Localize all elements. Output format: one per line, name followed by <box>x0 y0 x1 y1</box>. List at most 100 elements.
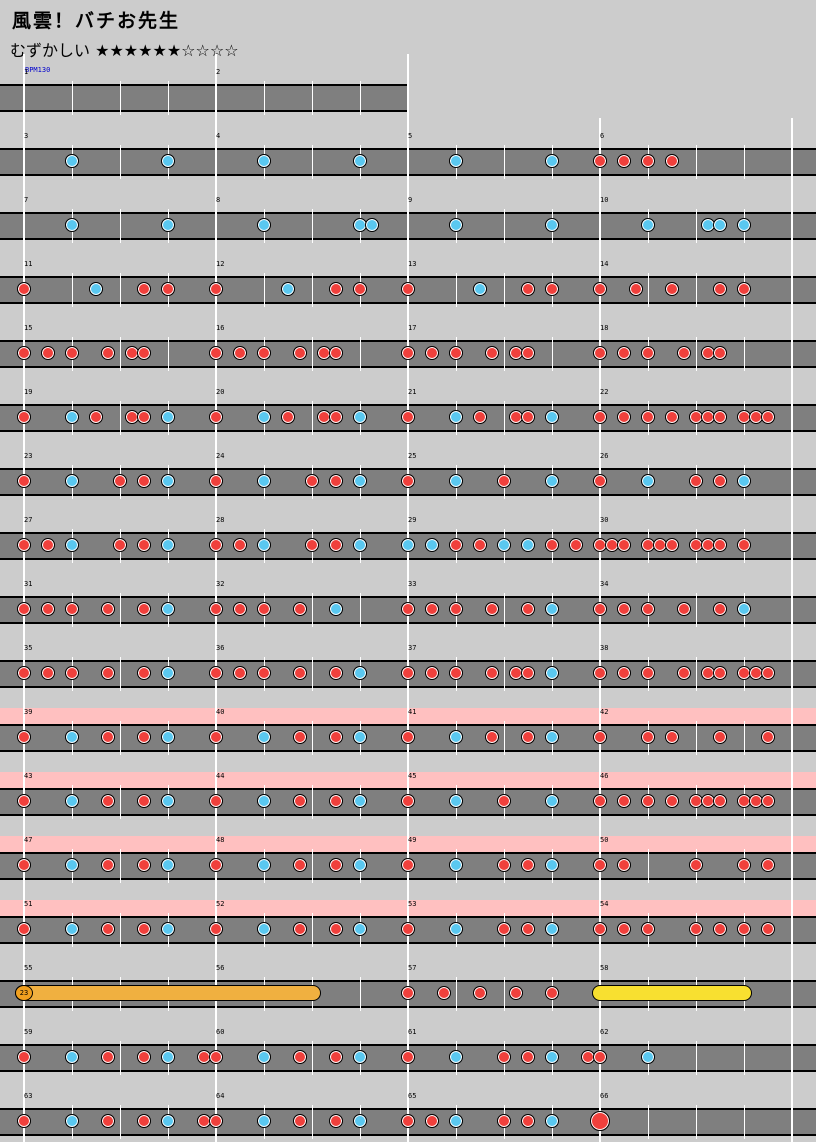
ka-note <box>161 154 175 168</box>
ka-note <box>353 858 367 872</box>
don-note <box>257 666 271 680</box>
don-note <box>665 794 679 808</box>
don-note <box>713 346 727 360</box>
don-note <box>665 282 679 296</box>
don-note <box>209 602 223 616</box>
measure-number: 27 <box>24 516 33 524</box>
don-note <box>425 1114 439 1128</box>
measure-number: 53 <box>408 900 417 908</box>
ka-note <box>65 474 79 488</box>
bar-line <box>23 374 25 438</box>
don-note <box>641 346 655 360</box>
beat-line <box>360 337 361 371</box>
don-note <box>569 538 583 552</box>
bar-line <box>215 502 217 566</box>
don-note <box>137 410 151 424</box>
don-note <box>641 154 655 168</box>
bar-line <box>407 374 409 438</box>
difficulty-label: むずかしい <box>10 41 91 60</box>
measure-number: 66 <box>600 1092 609 1100</box>
ka-note <box>353 474 367 488</box>
measure-number: 54 <box>600 900 609 908</box>
note-lane <box>0 84 408 112</box>
ka-note <box>545 474 559 488</box>
don-note <box>137 1114 151 1128</box>
bar-line <box>599 182 601 246</box>
don-note <box>65 602 79 616</box>
ka-note <box>449 1050 463 1064</box>
don-note <box>257 602 271 616</box>
ka-note <box>737 218 751 232</box>
measure-number: 57 <box>408 964 417 972</box>
bar-line <box>23 502 25 566</box>
bar-line <box>599 758 601 822</box>
don-note <box>521 730 535 744</box>
don-note <box>305 538 319 552</box>
beat-line <box>72 81 73 115</box>
don-note <box>17 346 31 360</box>
don-note <box>293 730 307 744</box>
don-note <box>209 858 223 872</box>
bar-line <box>599 310 601 374</box>
don-note <box>497 858 511 872</box>
chart-row: 59 60 61 62 <box>0 1014 816 1078</box>
bar-line <box>791 758 793 822</box>
beat-line <box>360 81 361 115</box>
don-note <box>293 922 307 936</box>
beat-line <box>696 721 697 755</box>
bar-line <box>215 246 217 310</box>
don-note <box>137 794 151 808</box>
beat-line <box>312 785 313 819</box>
ka-note <box>353 538 367 552</box>
don-note <box>329 538 343 552</box>
measure-number: 49 <box>408 836 417 844</box>
don-note <box>401 410 415 424</box>
don-note <box>593 730 607 744</box>
ka-note <box>449 1114 463 1128</box>
don-note <box>593 922 607 936</box>
bar-line <box>791 694 793 758</box>
measure-number: 61 <box>408 1028 417 1036</box>
beat-line <box>696 209 697 243</box>
don-note <box>137 346 151 360</box>
beat-line <box>312 657 313 691</box>
chart-row: 7 8 9 10 <box>0 182 816 246</box>
beat-line <box>168 337 169 371</box>
ka-note <box>257 1114 271 1128</box>
ka-note <box>449 794 463 808</box>
measure-number: 50 <box>600 836 609 844</box>
don-note <box>449 666 463 680</box>
don-note <box>137 282 151 296</box>
don-note <box>233 538 247 552</box>
don-note <box>641 602 655 616</box>
beat-line <box>312 145 313 179</box>
beat-line <box>312 913 313 947</box>
beat-line <box>264 81 265 115</box>
bar-line <box>407 54 409 118</box>
measure-number: 16 <box>216 324 225 332</box>
ka-note <box>449 154 463 168</box>
ka-note <box>545 154 559 168</box>
don-note <box>437 986 451 1000</box>
don-note <box>761 858 775 872</box>
measure-number: 19 <box>24 388 33 396</box>
measure-number: 6 <box>600 132 605 140</box>
ka-note <box>353 154 367 168</box>
beat-line <box>648 1105 649 1139</box>
ka-note <box>161 602 175 616</box>
bar-line <box>599 822 601 886</box>
bar-line <box>215 54 217 118</box>
don-note <box>641 730 655 744</box>
beat-line <box>504 977 505 1011</box>
bar-line <box>791 1078 793 1142</box>
ka-note <box>353 922 367 936</box>
don-note <box>401 1050 415 1064</box>
don-note <box>761 922 775 936</box>
don-note <box>761 730 775 744</box>
ka-note <box>257 1050 271 1064</box>
don-note <box>101 346 115 360</box>
don-note <box>17 794 31 808</box>
bar-line <box>23 630 25 694</box>
don-note <box>233 602 247 616</box>
